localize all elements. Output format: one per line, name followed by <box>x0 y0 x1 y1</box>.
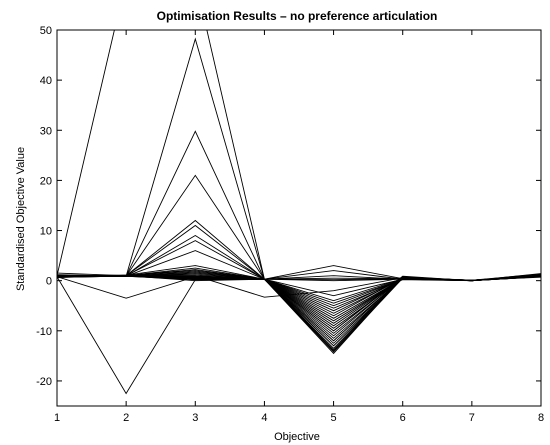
x-tick-label: 8 <box>538 412 544 424</box>
series-line-2 <box>57 130 541 282</box>
y-tick-label: 40 <box>40 75 52 87</box>
y-axis-ticks: -20 -10 0 10 20 30 40 50 <box>36 25 541 388</box>
series-lines <box>57 30 541 395</box>
series-line-4 <box>57 219 541 297</box>
series-line-35 <box>57 272 541 351</box>
x-tick-label: 4 <box>261 412 267 424</box>
x-tick-label: 5 <box>331 412 337 424</box>
y-tick-label: 30 <box>40 125 52 137</box>
series-line-1 <box>57 37 541 281</box>
y-tick-label: -20 <box>36 376 52 388</box>
x-tick-label: 3 <box>192 412 198 424</box>
x-tick-label: 6 <box>400 412 406 424</box>
series-line-32 <box>57 30 541 332</box>
x-tick-label: 7 <box>469 412 475 424</box>
plot-frame <box>56 29 542 407</box>
x-tick-label: 1 <box>54 412 60 424</box>
y-axis-label: Standardised Objective Value <box>15 147 27 291</box>
x-tick-label: 2 <box>123 412 129 424</box>
series-line-8 <box>57 250 541 319</box>
x-axis-label: Objective <box>274 431 320 443</box>
y-tick-label: 50 <box>40 25 52 37</box>
y-tick-label: 10 <box>40 226 52 238</box>
chart-title: Optimisation Results – no preference art… <box>157 9 438 23</box>
y-tick-label: -10 <box>36 326 52 338</box>
y-tick-label: 20 <box>40 175 52 187</box>
y-tick-label: 0 <box>46 276 52 288</box>
x-axis-ticks: 1 2 3 4 5 6 7 8 <box>54 30 544 424</box>
